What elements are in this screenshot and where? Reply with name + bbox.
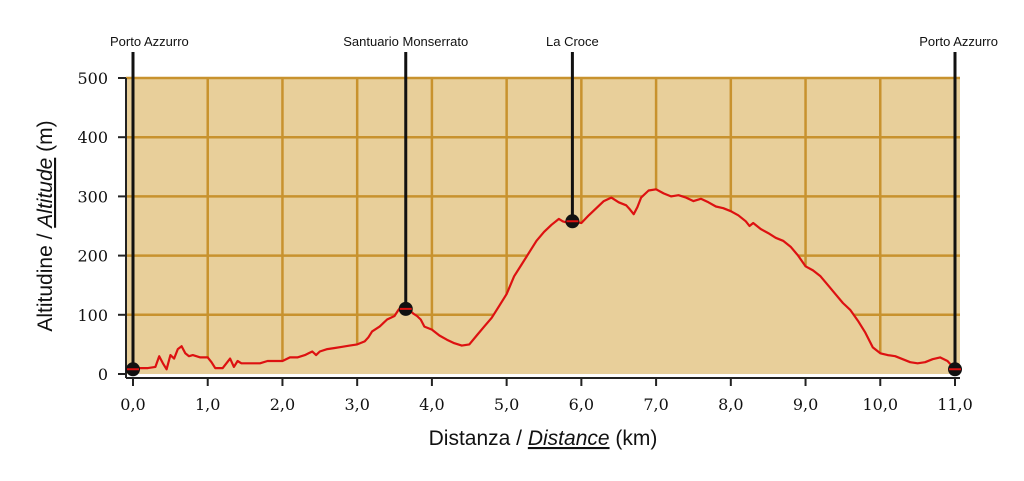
y-tick-label: 500 [77, 69, 108, 88]
waypoints: Porto Azzurro Santuario Monserrato La Croc… [110, 34, 998, 377]
y-tick-label: 200 [77, 247, 108, 266]
y-axis-ticks: 0 100 200 300 400 500 [77, 69, 126, 384]
y-axis-title: Altitudine / Altitude (m) [34, 120, 57, 331]
x-tick-label: 5,0 [494, 395, 519, 414]
x-tick-label: 11,0 [937, 395, 973, 414]
x-tick-label: 9,0 [793, 395, 818, 414]
x-tick-label: 2,0 [270, 395, 295, 414]
x-axis-ticks: 0,0 1,0 2,0 3,0 4,0 5,0 6,0 7,0 8,0 9,0 10,0 11,0 [120, 378, 973, 414]
y-tick-label: 400 [77, 128, 108, 147]
waypoint-label: La Croce [546, 34, 599, 49]
waypoint-label: Porto Azzurro [110, 34, 189, 49]
waypoint-label: Santuario Monserrato [343, 34, 468, 49]
elevation-series-line [132, 188, 956, 371]
x-tick-label: 6,0 [569, 395, 594, 414]
x-tick-label: 0,0 [120, 395, 145, 414]
x-tick-label: 10,0 [862, 395, 898, 414]
y-tick-label: 300 [77, 187, 108, 206]
x-tick-label: 4,0 [419, 395, 444, 414]
x-tick-label: 7,0 [643, 395, 668, 414]
waypoint-label: Porto Azzurro [919, 34, 998, 49]
x-axis-title: Distanza / Distance (km) [429, 427, 658, 450]
y-tick-label: 100 [77, 306, 108, 325]
x-tick-label: 3,0 [344, 395, 369, 414]
y-tick-label: 0 [98, 365, 108, 384]
x-tick-label: 8,0 [718, 395, 743, 414]
elevation-area [133, 189, 955, 374]
x-tick-label: 1,0 [195, 395, 220, 414]
